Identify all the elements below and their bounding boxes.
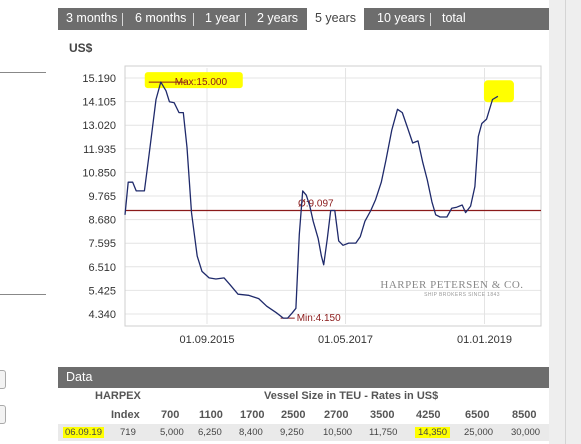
watermark-logo: HARPER PETERSEN & CO.SHIP BROKERS SINCE …	[380, 279, 523, 298]
teu-size-header: 2700	[324, 409, 349, 421]
rate-value: 5,000	[160, 427, 184, 438]
right-rail-divider	[565, 0, 566, 444]
vessel-size-header: Vessel Size in TEU - Rates in US$	[264, 390, 439, 402]
x-tick-label: 01.01.2019	[457, 334, 512, 346]
rail-control[interactable]	[0, 405, 6, 424]
rate-value: 14,350	[415, 427, 451, 438]
max-label: Max:15.000	[175, 77, 228, 88]
y-tick-label: 15.190	[82, 73, 116, 85]
data-section-title: Data	[66, 370, 93, 384]
chart-grid	[125, 68, 541, 324]
y-tick-label: 6.510	[88, 262, 116, 274]
y-axis-label: US$	[69, 41, 93, 55]
period-tabs: 3 months 6 months 1 year 2 years 5 years…	[58, 8, 549, 30]
x-tick-label: 01.09.2015	[179, 334, 234, 346]
harpex-series-line	[124, 81, 499, 319]
index-value: 719	[120, 427, 136, 438]
tab-2-years[interactable]: 2 years	[257, 11, 298, 25]
y-axis-ticks: 15.190 14.105 13.020 11.935 10.850 9.765 8.680…	[82, 73, 116, 321]
teu-size-header: 2500	[281, 409, 306, 421]
rail-divider	[0, 294, 46, 295]
rail-control[interactable]	[0, 370, 6, 389]
teu-size-header: 6500	[465, 409, 490, 421]
teu-size-header: 700	[161, 409, 180, 421]
teu-size-header: 4250	[416, 409, 441, 421]
rail-divider	[0, 72, 46, 73]
y-tick-label: 11.935	[83, 144, 116, 156]
watermark-main: HARPER PETERSEN & CO.	[380, 279, 523, 291]
rate-value: 30,000	[511, 427, 541, 438]
rate-value: 6,250	[198, 427, 222, 438]
tab-3-months[interactable]: 3 months	[66, 11, 118, 25]
tab-separator	[122, 13, 123, 26]
tab-total[interactable]: total	[442, 11, 466, 25]
tab-10-years[interactable]: 10 years	[377, 11, 425, 25]
tab-1-year[interactable]: 1 year	[205, 11, 240, 25]
rate-value: 25,000	[464, 427, 494, 438]
y-tick-label: 14.105	[82, 97, 116, 109]
tab-separator	[193, 13, 194, 26]
latest-value-highlight	[483, 80, 514, 103]
rate-value: 8,400	[239, 427, 263, 438]
chart-series	[124, 81, 499, 319]
plot-area-border	[124, 65, 542, 327]
x-tick-label: 01.05.2017	[318, 334, 373, 346]
y-tick-label: 8.680	[88, 215, 116, 227]
tab-separator	[430, 13, 431, 26]
y-tick-label: 7.595	[88, 238, 116, 250]
average-label: Ø:9.097	[298, 199, 334, 210]
index-column-label: Index	[111, 409, 140, 421]
y-tick-label: 9.765	[88, 191, 116, 203]
teu-size-header: 1100	[199, 409, 223, 421]
tab-6-months[interactable]: 6 months	[135, 11, 187, 25]
rate-value: 9,250	[280, 427, 304, 438]
harpex-line-chart: HARPER PETERSEN & CO.SHIP BROKERS SINCE …	[69, 41, 542, 346]
rate-value: 11,750	[369, 427, 398, 438]
y-tick-label: 10.850	[82, 167, 116, 179]
plot-frame	[124, 65, 542, 327]
y-tick-label: 4.340	[88, 309, 116, 321]
min-label: Min:4.150	[297, 313, 341, 324]
left-rail	[0, 0, 48, 444]
teu-size-header: 1700	[240, 409, 265, 421]
data-section-header: Data	[58, 367, 549, 388]
y-tick-label: 5.425	[88, 285, 116, 297]
harpex-column-label: HARPEX	[95, 390, 141, 402]
y-tick-label: 13.020	[82, 120, 116, 132]
rate-date: 06.09.19	[63, 427, 104, 438]
tab-5-years[interactable]: 5 years	[307, 8, 364, 30]
max-highlight	[144, 72, 243, 89]
teu-size-header: 3500	[370, 409, 395, 421]
watermark-sub: SHIP BROKERS SINCE 1843	[424, 292, 500, 298]
x-axis-ticks: 01.09.2015 01.05.2017 01.01.2019	[179, 334, 512, 346]
tab-separator	[245, 13, 246, 26]
teu-size-header: 8500	[512, 409, 537, 421]
rate-value: 10,500	[323, 427, 353, 438]
